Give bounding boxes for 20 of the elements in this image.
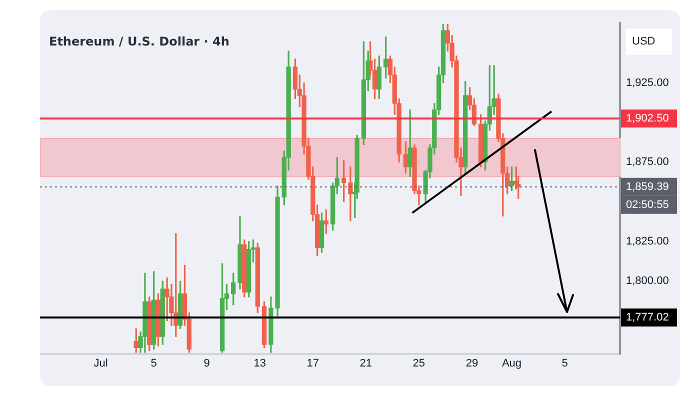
y-axis-title: USD [632,36,656,48]
x-tick-label: 9 [204,358,210,370]
ref-line-label: 1,902.50 [626,112,669,125]
ref-line-label: 1,777.02 [626,312,669,324]
x-tick-label: 21 [360,358,372,370]
ref-line-label: 1,859.39 [626,180,669,193]
x-tick-label: 25 [412,358,426,370]
y-tick-label: 1,825.00 [626,235,669,248]
y-tick-label: 1,925.00 [626,76,669,89]
x-tick-label: Jul [94,358,108,370]
text: 02:50:55 [626,198,669,211]
x-tick-label: 17 [306,358,319,370]
y-tick-label: 1,800.00 [626,275,669,288]
x-tick-label: 5 [150,358,157,370]
text: Ethereum / U.S. Dollar · 4h [49,34,230,49]
x-tick-label: 13 [254,358,266,370]
x-tick-label: 5 [562,358,568,370]
x-tick-label: Aug [502,358,522,370]
y-tick-label: 1,875.00 [626,156,669,168]
x-tick-label: 29 [466,358,478,370]
